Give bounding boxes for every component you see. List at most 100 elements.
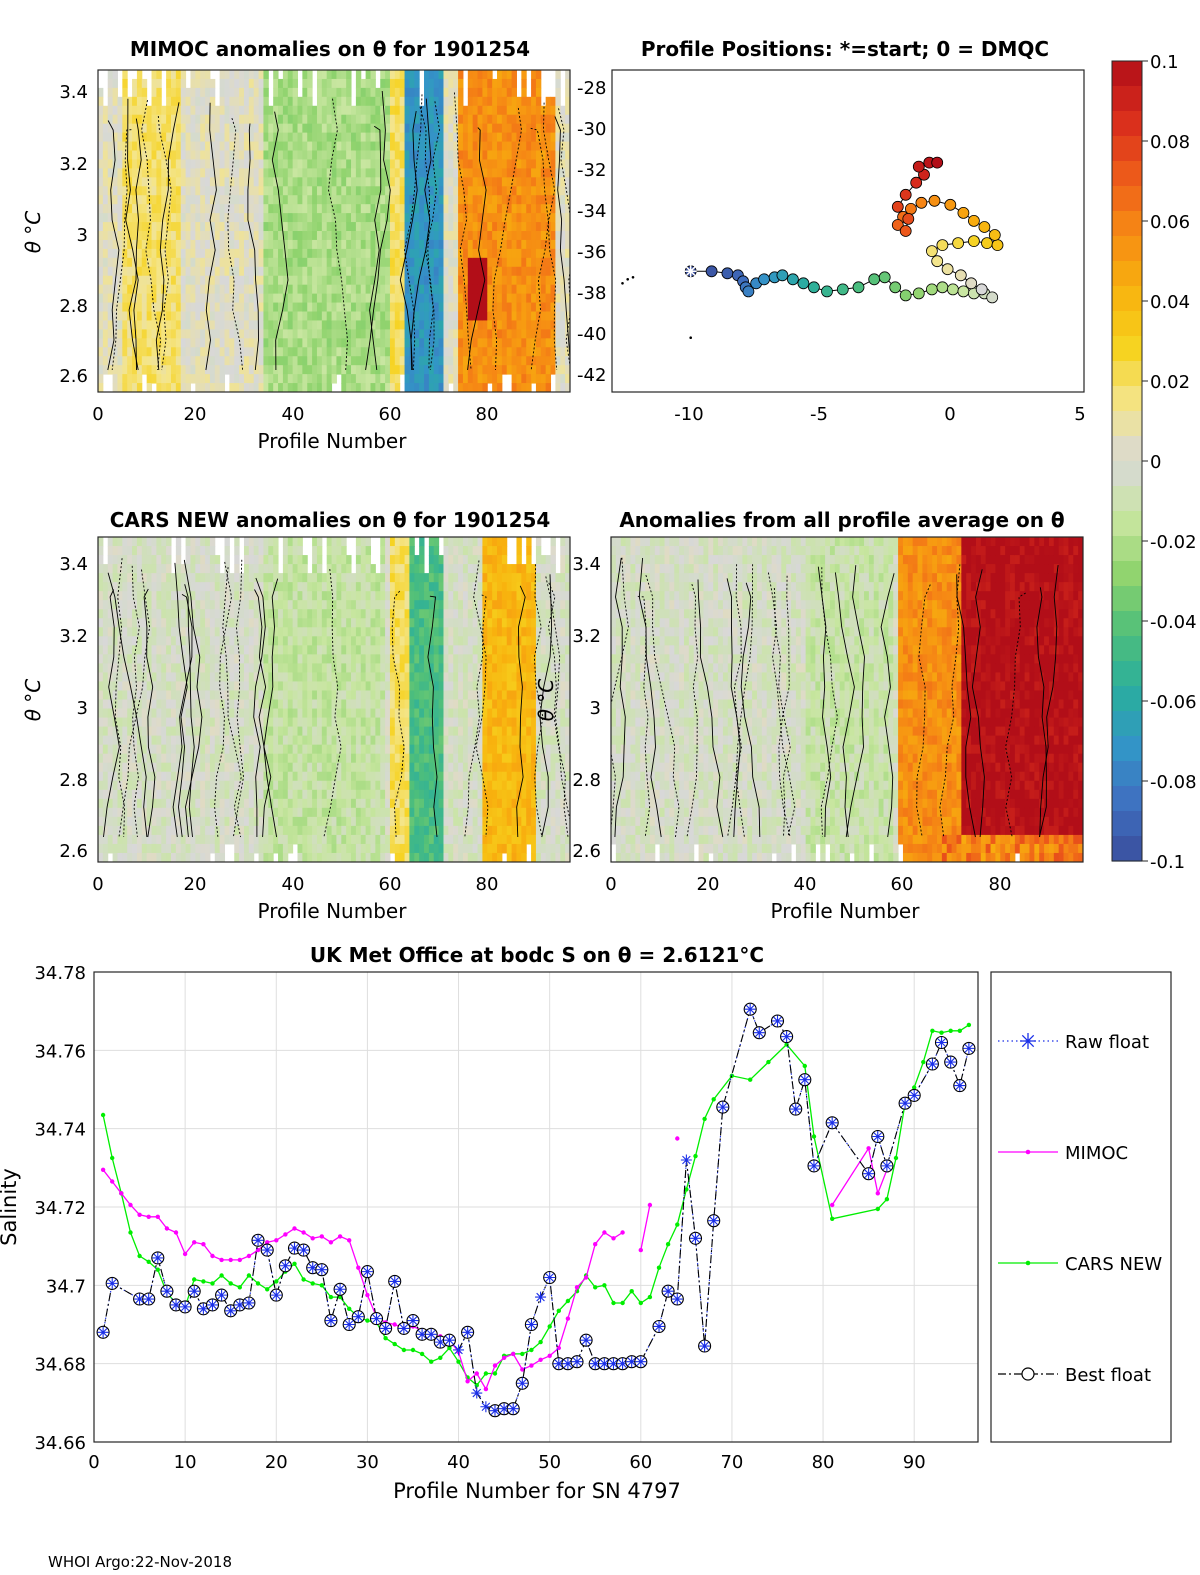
heatmap-cell <box>161 186 167 196</box>
heatmap-cell <box>214 771 221 782</box>
heatmap-cell <box>472 177 479 187</box>
heatmap-cell <box>156 654 162 664</box>
heatmap-cell <box>229 186 235 196</box>
heatmap-cell <box>258 231 264 241</box>
heatmap-cell <box>487 311 493 321</box>
heatmap-cell <box>190 78 196 89</box>
heatmap-cell <box>258 329 264 339</box>
heatmap-cell <box>404 347 410 357</box>
heatmap-cell <box>287 645 294 655</box>
heatmap-cell <box>180 347 187 357</box>
heatmap-cell <box>98 717 104 728</box>
heatmap-cell <box>268 852 274 862</box>
heatmap-cell <box>331 186 337 196</box>
heatmap-cell <box>253 834 260 845</box>
heatmap-cell <box>175 150 182 160</box>
heatmap-cell <box>102 150 109 160</box>
heatmap-cell <box>146 825 153 836</box>
heatmap-cell <box>122 690 128 700</box>
heatmap-cell <box>331 347 337 357</box>
heatmap-cell <box>273 807 279 818</box>
heatmap-cell <box>209 222 216 232</box>
heatmap-cell <box>200 582 206 592</box>
heatmap-cell <box>156 96 162 107</box>
colorbar-segment <box>1112 286 1142 312</box>
heatmap-cell <box>462 374 469 384</box>
heatmap-cell <box>458 302 464 312</box>
heatmap-cell <box>112 186 118 196</box>
heatmap-cell <box>360 302 367 312</box>
track-point <box>926 283 938 296</box>
heatmap-cell <box>180 708 187 719</box>
heatmap-cell <box>375 347 381 357</box>
heatmap-cell <box>146 132 153 143</box>
heatmap-cell <box>166 663 172 673</box>
heatmap-cell <box>467 222 474 232</box>
heatmap-cell <box>433 87 440 98</box>
heatmap-cell <box>531 150 537 160</box>
heatmap-cell <box>365 213 371 223</box>
heatmap-cell <box>375 383 381 392</box>
heatmap-cell <box>287 275 294 286</box>
heatmap-cell <box>472 186 479 196</box>
heatmap-cell <box>263 618 269 628</box>
heatmap-cell <box>205 222 211 232</box>
colorbar-segment <box>1112 336 1142 362</box>
heatmap-cell <box>404 231 410 241</box>
heatmap-cell <box>535 266 542 277</box>
heatmap-cell <box>229 807 235 818</box>
heatmap-cell <box>98 726 104 737</box>
heatmap-cell <box>258 213 264 223</box>
heatmap-cell <box>205 825 211 836</box>
heatmap-cell <box>243 356 250 366</box>
heatmap-cell <box>253 248 260 259</box>
heatmap-cell <box>243 546 250 556</box>
heatmap-cell <box>141 213 148 223</box>
heatmap-cell <box>302 204 308 214</box>
heatmap-cell <box>531 168 537 178</box>
heatmap-cell <box>127 383 133 392</box>
heatmap-cell <box>268 663 274 673</box>
heatmap-cell <box>438 96 444 107</box>
heatmap-cell <box>170 672 177 682</box>
heatmap-cell <box>161 266 167 277</box>
heatmap-cell <box>127 582 133 592</box>
heatmap-cell <box>268 293 274 304</box>
heatmap-cell <box>170 654 177 664</box>
heatmap-cell <box>209 177 216 187</box>
heatmap-cell <box>438 365 444 375</box>
heatmap-cell <box>205 383 211 392</box>
heatmap-cell <box>156 789 162 800</box>
heatmap-cell <box>156 87 162 98</box>
heatmap-cell <box>136 374 143 384</box>
heatmap-cell <box>132 302 138 312</box>
heatmap-cell <box>190 123 196 134</box>
heatmap-cell <box>526 356 532 366</box>
heatmap-cell <box>516 311 522 321</box>
heatmap-cell <box>287 284 294 295</box>
heatmap-cell <box>355 374 362 384</box>
heatmap-cell <box>273 284 279 295</box>
heatmap-cell <box>409 132 415 143</box>
heatmap-cell <box>151 96 157 107</box>
heatmap-cell <box>326 284 333 295</box>
heatmap-cell <box>107 699 114 710</box>
heatmap-cell <box>560 356 566 366</box>
heatmap-cell <box>258 177 264 187</box>
heatmap-cell <box>292 239 299 250</box>
heatmap-cell <box>132 708 138 719</box>
heatmap-cell <box>180 204 187 214</box>
heatmap-cell <box>239 699 245 710</box>
heatmap-cell <box>112 564 118 574</box>
heatmap-cell <box>355 347 362 357</box>
heatmap-cell <box>370 275 376 286</box>
heatmap-cell <box>180 374 187 384</box>
heatmap-cell <box>253 807 260 818</box>
heatmap-cell <box>253 744 260 755</box>
heatmap-cell <box>278 87 284 98</box>
heatmap-cell <box>370 204 376 214</box>
heatmap-cell <box>151 222 157 232</box>
heatmap-cell <box>492 257 498 268</box>
heatmap-cell <box>287 735 294 746</box>
heatmap-cell <box>385 293 391 304</box>
